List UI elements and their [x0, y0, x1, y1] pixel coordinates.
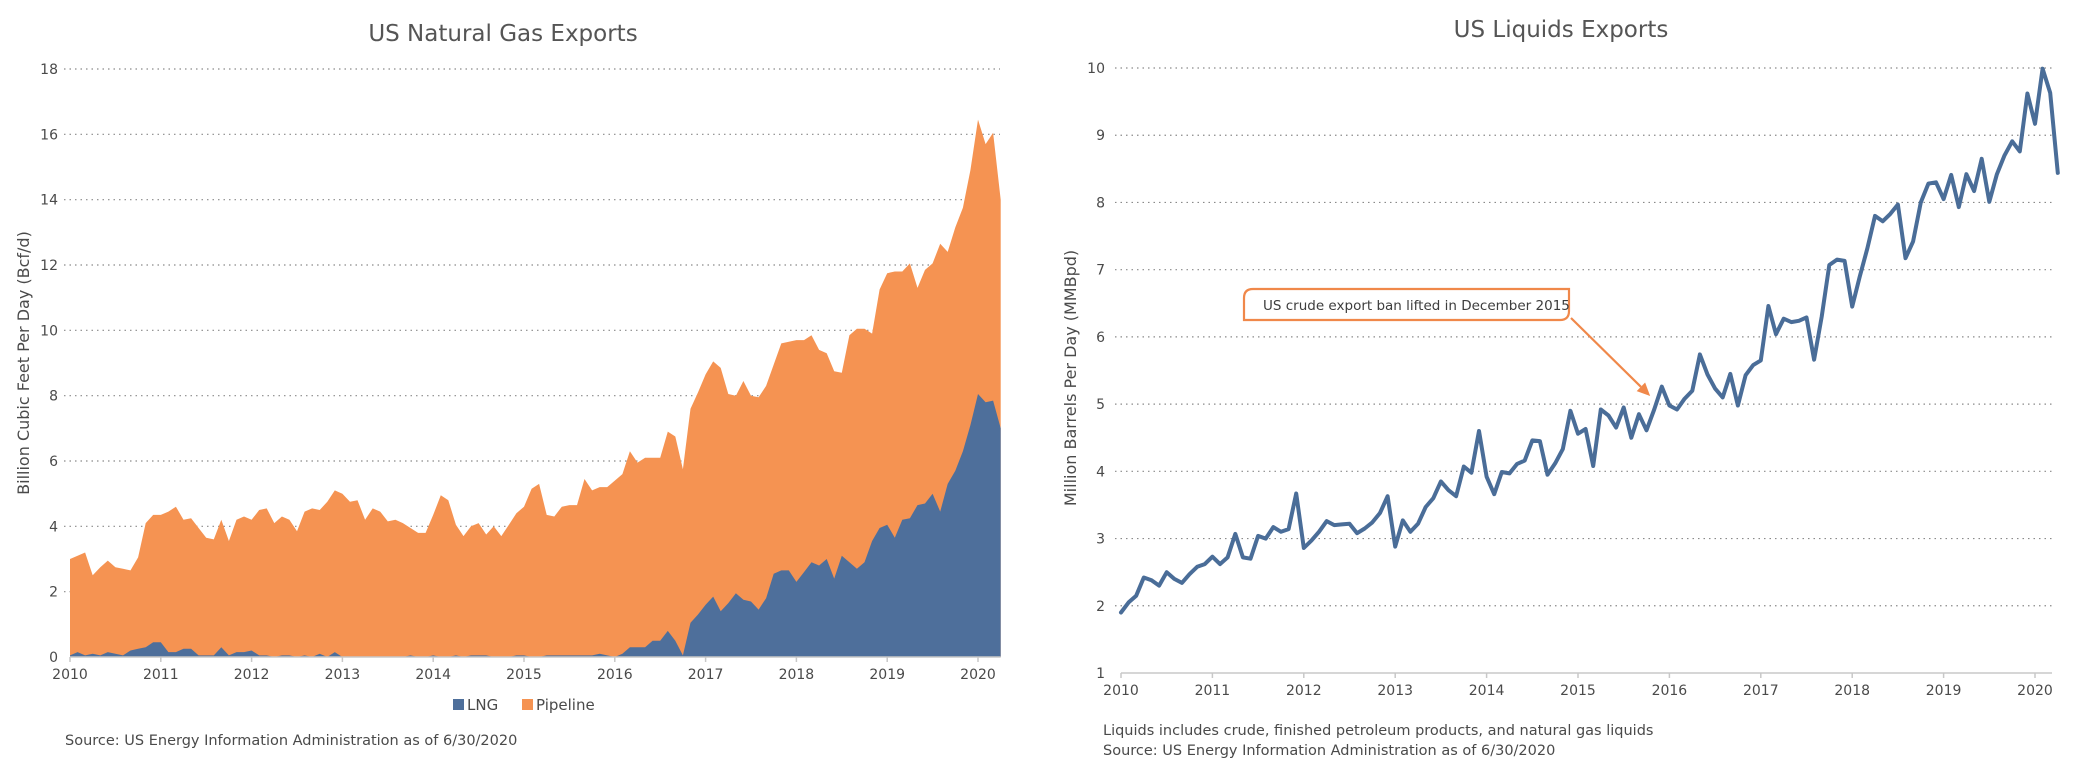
gas-x-tick-label: 2012 [234, 667, 270, 683]
gas-x-tick-label: 2010 [52, 667, 88, 683]
liquids-gridlines [1115, 67, 2052, 607]
liquids-y-tick-label: 7 [1096, 263, 1105, 279]
gas-y-tick-label: 2 [49, 585, 58, 601]
liquids-x-tick-label: 2020 [2017, 683, 2053, 699]
liquids-y-tick-label: 8 [1096, 195, 1105, 211]
liquids-y-tick-label: 5 [1096, 397, 1105, 413]
liquids-chart-title: US Liquids Exports [1454, 17, 1669, 43]
gas-y-tick-label: 6 [49, 454, 58, 470]
area-lng [70, 394, 1001, 657]
liquids-y-tick-label: 1 [1096, 666, 1105, 682]
gas-x-tick-label: 2013 [325, 667, 361, 683]
line-liquids-exports [1119, 66, 2060, 615]
liquids-x-tick-label: 2011 [1195, 683, 1231, 699]
gas-x-tick-label: 2019 [869, 667, 905, 683]
liquids-x-tick-label: 2014 [1469, 683, 1505, 699]
gas-x-tick-label: 2015 [506, 667, 542, 683]
gas-exports-chart: US Natural Gas Exports Billion Cubic Fee… [14, 21, 1001, 749]
gas-chart-title: US Natural Gas Exports [368, 21, 637, 47]
liquids-y-tick-label: 2 [1096, 599, 1105, 615]
liquids-y-tick-label: 4 [1096, 464, 1105, 480]
gas-x-axis: 2010 2011 2012 2013 2014 2015 2016 2017 2018 2019… [52, 656, 1001, 683]
liquids-x-tick-label: 2018 [1834, 683, 1870, 699]
liquids-x-tick-label: 2019 [1926, 683, 1962, 699]
gas-x-tick-label: 2016 [597, 667, 633, 683]
liquids-series [1119, 66, 2060, 615]
gas-x-tick-label: 2011 [143, 667, 179, 683]
liquids-x-tick-label: 2012 [1286, 683, 1322, 699]
annotation-callout: US crude export ban lifted in December 2… [1242, 287, 1651, 396]
gas-y-tick-label: 8 [49, 389, 58, 405]
area-pipeline [70, 119, 1001, 658]
liquids-note: Liquids includes crude, finished petrole… [1103, 723, 1653, 739]
annotation-arrow-line [1570, 317, 1642, 388]
liquids-x-tick-label: 2010 [1103, 683, 1139, 699]
liquids-x-tick-label: 2013 [1377, 683, 1413, 699]
gas-y-tick-label: 18 [40, 62, 58, 78]
gas-y-tick-label: 0 [49, 650, 58, 666]
gas-y-tick-label: 14 [40, 193, 58, 209]
gas-y-tick-label: 4 [49, 519, 58, 535]
liquids-x-tick-label: 2017 [1743, 683, 1779, 699]
annotation-arrow-head [1636, 382, 1651, 396]
liquids-y-tick-label: 3 [1096, 532, 1105, 548]
gas-x-tick-label: 2017 [688, 667, 724, 683]
gas-y-tick-label: 12 [40, 258, 58, 274]
annotation-box [1242, 287, 1571, 322]
legend-label-pipeline: Pipeline [536, 696, 595, 714]
legend-label-lng: LNG [467, 696, 498, 714]
gas-y-tick-label: 16 [40, 127, 58, 143]
gas-x-tick-label: 2018 [779, 667, 815, 683]
liquids-y-tick-label: 6 [1096, 330, 1105, 346]
liquids-y-ticks: 1 2 3 4 5 6 7 8 9 10 [1087, 61, 1105, 682]
legend-item-lng[interactable]: LNG [453, 696, 498, 714]
gas-x-tick-label: 2014 [415, 667, 451, 683]
gas-x-tick-label: 2020 [960, 667, 996, 683]
liquids-x-axis: 2010 2011 2012 2013 2014 2015 2016 2017 2018 2019… [1103, 672, 2053, 699]
liquids-y-axis-label: Million Barrels Per Day (MMBpd) [1061, 250, 1080, 506]
liquids-x-tick-label: 2015 [1560, 683, 1596, 699]
liquids-y-tick-label: 10 [1087, 61, 1105, 77]
gas-areas [70, 119, 1001, 658]
legend-swatch-lng [453, 699, 464, 710]
gas-legend: LNG Pipeline [453, 696, 595, 714]
gas-y-axis-label: Billion Cubic Feet Per Day (Bcf/d) [14, 231, 33, 495]
legend-swatch-pipeline [522, 699, 533, 710]
liquids-exports-chart: US Liquids Exports Million Barrels Per D… [1061, 17, 2060, 759]
legend-item-pipeline[interactable]: Pipeline [522, 696, 595, 714]
liquids-y-tick-label: 9 [1096, 128, 1105, 144]
gas-y-ticks: 0 2 4 6 8 10 12 14 16 18 [40, 62, 58, 666]
gas-y-tick-label: 10 [40, 323, 58, 339]
annotation-text: US crude export ban lifted in December 2… [1263, 298, 1570, 314]
liquids-x-tick-label: 2016 [1652, 683, 1688, 699]
liquids-source-note: Source: US Energy Information Administra… [1103, 743, 1555, 759]
gas-source-note: Source: US Energy Information Administra… [65, 733, 517, 749]
